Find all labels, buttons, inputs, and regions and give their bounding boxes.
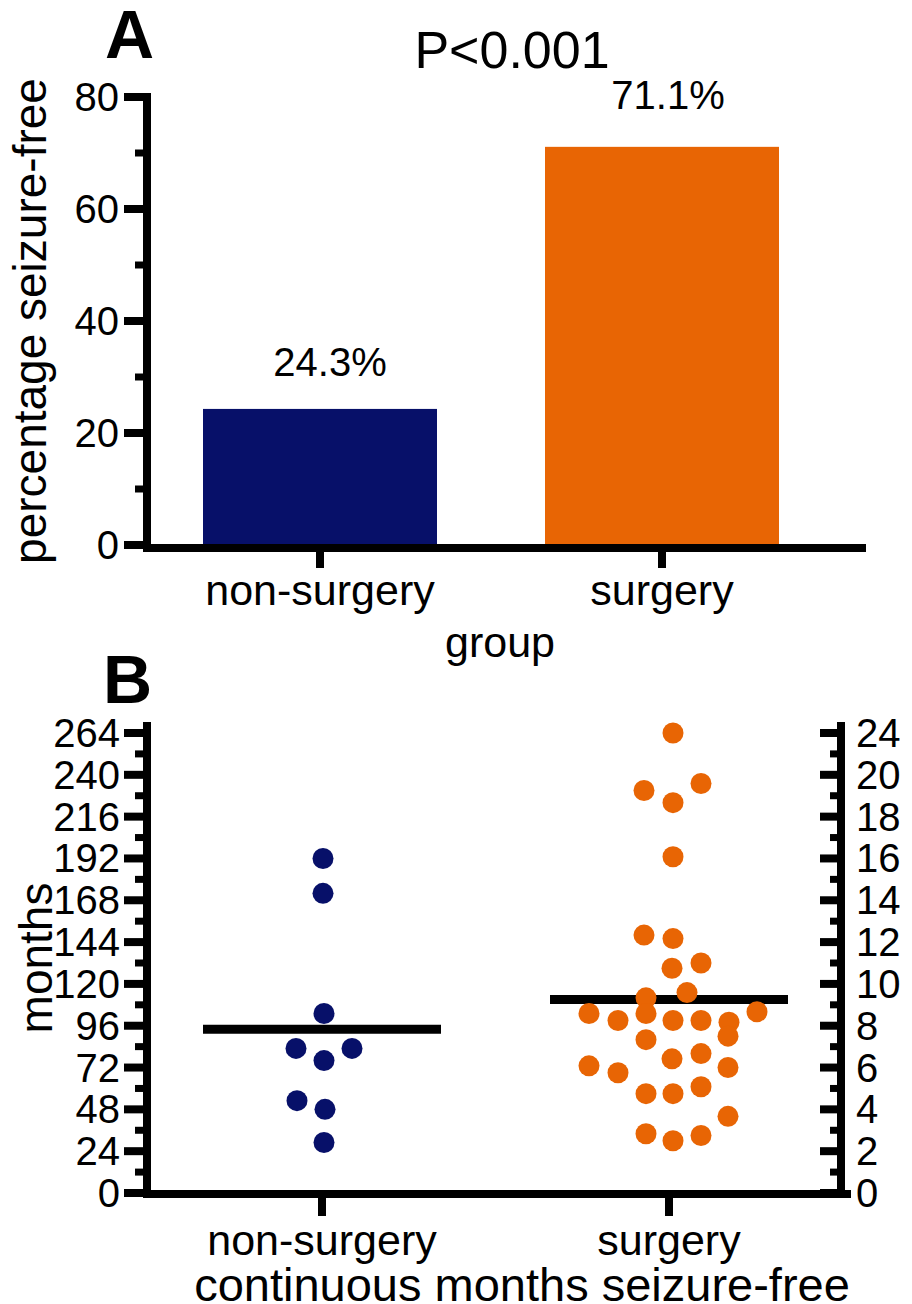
panel-b-right-tick-label: 6 (856, 1046, 878, 1090)
panel-b-left-tick-label: 168 (53, 878, 120, 922)
dot-non-surgery (287, 1090, 308, 1111)
dot-surgery (691, 1043, 712, 1064)
dot-non-surgery (342, 1038, 363, 1059)
panel-b-left-tick-label: 24 (76, 1129, 121, 1173)
bar-surgery (545, 147, 779, 552)
dot-surgery (718, 1106, 739, 1127)
panel-a-letter: A (105, 0, 154, 68)
panel-a-category-label-non-surgery: non-surgery (205, 566, 435, 614)
panel-b-y-axis-title: months (13, 883, 59, 1034)
panel-b-left-tick-label: 216 (53, 795, 120, 839)
dot-surgery (663, 1083, 684, 1104)
panel-b-right-tick-label: 4 (856, 1087, 878, 1131)
panel-b-right-tick-label: 0 (856, 1171, 878, 1215)
panel-b-left-tick-label: 144 (53, 920, 120, 964)
panel-b-right-tick-label: 20 (856, 753, 901, 797)
dot-surgery (663, 1130, 684, 1151)
dot-surgery (662, 1048, 683, 1069)
dot-surgery (663, 846, 684, 867)
dot-surgery (747, 1001, 768, 1022)
dot-non-surgery (286, 1038, 307, 1059)
panel-b-right-tick-label: 2 (856, 1129, 878, 1173)
panel-b-left-tick-label: 240 (53, 753, 120, 797)
bar-non-surgery (203, 409, 437, 552)
dot-non-surgery (313, 883, 334, 904)
panel-b-x-axis-title: continuous months seizure-free (194, 1261, 850, 1304)
bar-value-label-surgery: 71.1% (611, 73, 724, 117)
panel-b-right-tick-label: 10 (856, 962, 901, 1006)
dot-surgery (691, 1010, 712, 1031)
panel-b-left-tick-label: 120 (53, 962, 120, 1006)
dot-surgery (663, 723, 684, 744)
panel-a-y-tick-label: 40 (75, 299, 120, 343)
dot-surgery (636, 1029, 657, 1050)
dot-surgery (691, 1125, 712, 1146)
dot-surgery (691, 1076, 712, 1097)
panel-b-left-tick-label: 192 (53, 836, 120, 880)
dot-non-surgery (314, 1132, 335, 1153)
dot-surgery (634, 925, 655, 946)
panel-b-left-tick-label: 96 (76, 1004, 121, 1048)
panel-a-y-tick-label: 60 (75, 187, 120, 231)
dot-surgery (634, 780, 655, 801)
panel-a-category-label-surgery: surgery (590, 566, 734, 614)
panel-b-right-tick-label: 14 (856, 878, 901, 922)
dot-surgery (691, 953, 712, 974)
panel-b-right-tick-label: 12 (856, 920, 901, 964)
panel-a-y-tick-label: 0 (97, 523, 119, 567)
panel-b-right-tick-label: 8 (856, 1004, 878, 1048)
dot-surgery (663, 1010, 684, 1031)
panel-b-letter: B (103, 645, 152, 713)
dot-non-surgery (314, 1003, 335, 1024)
panel-a-x-axis-title: group (445, 621, 555, 664)
panel-b-right-tick-label: 16 (856, 836, 901, 880)
dot-non-surgery (313, 848, 334, 869)
dot-surgery (636, 1003, 657, 1024)
panel-a-y-axis-title: percentage seizure-free (7, 78, 53, 564)
panel-b-left-tick-label: 264 (53, 711, 120, 755)
dot-surgery (663, 792, 684, 813)
dot-surgery (677, 982, 698, 1003)
panel-a-y-tick-label: 20 (75, 411, 120, 455)
panel-b-left-tick-label: 0 (98, 1171, 120, 1215)
panel-b-left-tick-label: 48 (76, 1087, 121, 1131)
dot-surgery (579, 1003, 600, 1024)
dot-surgery (663, 928, 684, 949)
dot-surgery (579, 1055, 600, 1076)
dot-surgery (636, 1123, 657, 1144)
dot-non-surgery (314, 1050, 335, 1071)
two-panel-figure: 020406080non-surgerysurgery24.3%71.1%002… (0, 0, 912, 1304)
dot-surgery (636, 1083, 657, 1104)
dot-surgery (718, 1057, 739, 1078)
panel-a-y-tick-label: 80 (75, 75, 120, 119)
dot-surgery (608, 1062, 629, 1083)
panel-b-right-tick-label: 18 (856, 795, 901, 839)
panel-b-left-tick-label: 72 (76, 1046, 121, 1090)
p-value-annotation: P<0.001 (414, 24, 609, 76)
dot-surgery (718, 1026, 739, 1047)
panel-b-right-tick-label: 24 (856, 711, 901, 755)
bar-value-label-non-surgery: 24.3% (273, 340, 386, 384)
dot-surgery (608, 1010, 629, 1031)
dot-surgery (662, 958, 683, 979)
dot-surgery (691, 773, 712, 794)
dot-non-surgery (315, 1099, 336, 1120)
